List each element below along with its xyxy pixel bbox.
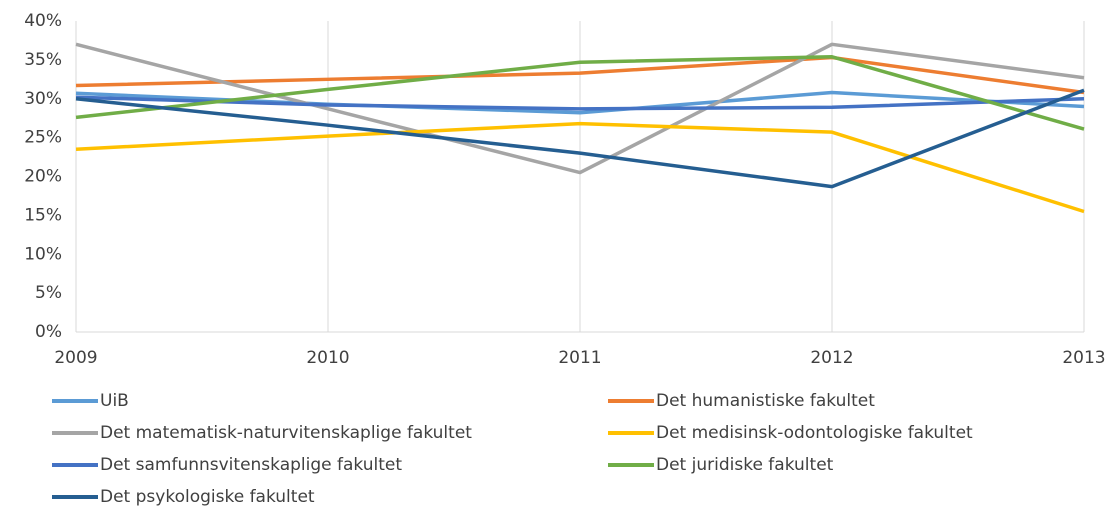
y-tick-label: 40% [24, 11, 62, 31]
y-tick-label: 35% [24, 50, 62, 70]
series-line [75, 95, 1085, 111]
legend-label: Det humanistiske fakultet [656, 391, 875, 411]
y-tick-label: 0% [35, 322, 62, 342]
x-tick-label: 2011 [558, 348, 601, 368]
series-line [75, 90, 1085, 115]
y-tick-label: 30% [24, 89, 62, 109]
legend-label: Det matematisk-naturvitenskaplige fakult… [100, 423, 472, 443]
legend-label: Det psykologiske fakultet [100, 487, 315, 506]
legend-label: Det samfunnsvitenskaplige fakultet [100, 455, 402, 475]
series-line [75, 88, 1085, 189]
x-tick-label: 2009 [54, 348, 97, 368]
legend-label: Det juridiske fakultet [656, 455, 834, 475]
legend-label: UiB [100, 391, 129, 411]
y-tick-label: 5% [35, 283, 62, 303]
y-tick-label: 10% [24, 244, 62, 264]
series-line [75, 55, 1085, 131]
x-tick-label: 2013 [1062, 348, 1105, 368]
x-tick-label: 2010 [306, 348, 349, 368]
legend-label: Det medisinsk-odontologiske fakultet [656, 423, 973, 443]
series-line [75, 55, 1085, 95]
y-tick-label: 20% [24, 167, 62, 187]
series-line [75, 42, 1085, 175]
y-tick-label: 25% [24, 128, 62, 148]
y-tick-label: 15% [24, 205, 62, 225]
series-line [75, 121, 1085, 214]
x-tick-label: 2012 [810, 348, 853, 368]
